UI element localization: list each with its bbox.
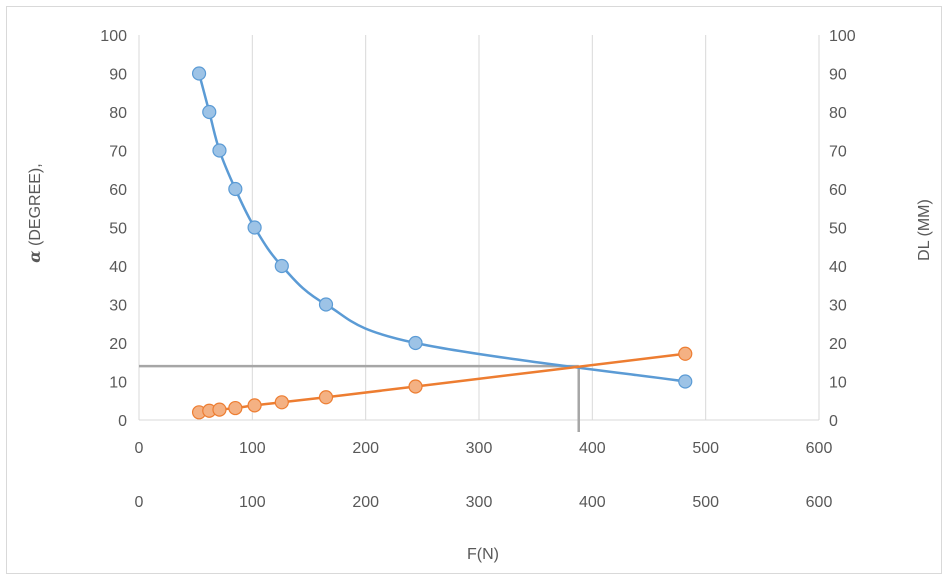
series-1-point-7: [408, 335, 423, 351]
x-axis-label: F(N): [467, 546, 499, 563]
y-tick-right-100: 100: [829, 28, 856, 45]
series-2-point-8: [678, 346, 693, 361]
alpha-symbol: α: [25, 250, 44, 262]
y-tick-left-40: 40: [109, 259, 127, 276]
y-tick-right-60: 60: [829, 182, 847, 199]
y-tick-left-30: 30: [109, 298, 127, 315]
series-1-point-4: [247, 220, 262, 235]
y-tick-right-20: 20: [829, 336, 847, 353]
series-group: [191, 66, 693, 420]
y-tick-right-80: 80: [829, 105, 847, 122]
x-tick-secondary-600: 600: [806, 494, 833, 511]
series-2-point-2: [212, 402, 227, 417]
series-1-point-8: [678, 374, 693, 389]
x-tick-0: 0: [135, 440, 144, 457]
reference-lines: [139, 364, 580, 432]
y-tick-left-80: 80: [109, 105, 127, 122]
y-tick-left-20: 20: [109, 336, 127, 353]
y-tick-left-100: 100: [100, 28, 127, 45]
y-axis-right-label: DL (MM): [916, 199, 933, 261]
series-1-point-2: [212, 143, 227, 158]
x-tick-600: 600: [806, 440, 833, 457]
series-2-point-4: [247, 398, 262, 413]
y-tick-left-10: 10: [109, 375, 127, 392]
x-tick-secondary-500: 500: [692, 494, 719, 511]
x-tick-secondary-200: 200: [352, 494, 379, 511]
x-tick-500: 500: [692, 440, 719, 457]
axes: [138, 35, 820, 421]
y-axis-left-label-text: (DEGREE),: [27, 163, 44, 250]
series-2-line: [198, 352, 686, 414]
series-1-point-1: [202, 104, 217, 120]
series-1-point-6: [318, 297, 334, 312]
series-1-point-3: [228, 181, 243, 197]
y-tick-left-0: 0: [118, 413, 127, 430]
series-2-point-6: [318, 390, 334, 405]
series-2-point-3: [228, 400, 243, 416]
y-axis-left-label: α (DEGREE),: [25, 163, 44, 262]
tick-labels: 0 10 20 30 40 50 60 70 80 90 100 0 10 20 30 40 50 60 70 80 9…: [100, 28, 856, 511]
x-tick-secondary-0: 0: [135, 494, 144, 511]
y-tick-right-30: 30: [829, 298, 847, 315]
chart-area: 0 10 20 30 40 50 60 70 80 90 100 0 10 20 30 40 50 60 70 80 9…: [6, 6, 942, 574]
series-1-point-0: [191, 66, 207, 81]
grid-lines: [138, 35, 820, 420]
y-tick-right-10: 10: [829, 375, 847, 392]
x-tick-secondary-400: 400: [579, 494, 606, 511]
series-2-point-7: [408, 379, 423, 394]
series-1-line: [197, 73, 686, 383]
series-1-point-5: [274, 258, 289, 274]
series-2-point-5: [274, 395, 289, 410]
y-tick-right-70: 70: [829, 144, 847, 161]
x-tick-secondary-300: 300: [466, 494, 493, 511]
x-tick-400: 400: [579, 440, 606, 457]
x-tick-300: 300: [466, 440, 493, 457]
y-tick-right-90: 90: [829, 67, 847, 84]
y-tick-left-50: 50: [109, 221, 127, 238]
x-tick-200: 200: [352, 440, 379, 457]
y-tick-left-90: 90: [109, 67, 127, 84]
y-tick-left-60: 60: [109, 182, 127, 199]
y-tick-right-40: 40: [829, 259, 847, 276]
x-tick-100: 100: [239, 440, 266, 457]
y-tick-left-70: 70: [109, 144, 127, 161]
y-tick-right-50: 50: [829, 221, 847, 238]
x-tick-secondary-100: 100: [239, 494, 266, 511]
y-tick-right-0: 0: [829, 413, 838, 430]
chart-svg: 0 10 20 30 40 50 60 70 80 90 100 0 10 20 30 40 50 60 70 80 9…: [25, 28, 933, 563]
